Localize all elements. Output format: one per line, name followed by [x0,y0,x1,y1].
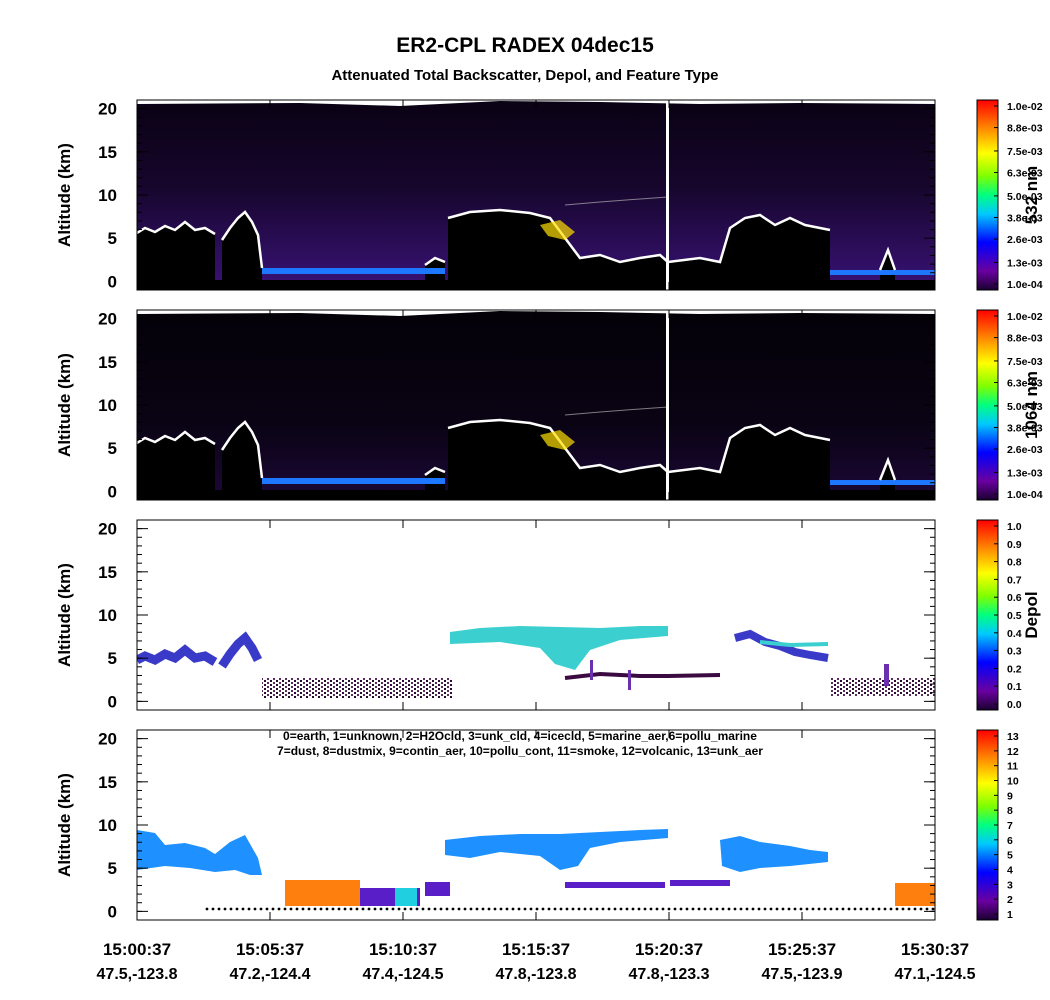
y-tick-label: 10 [98,606,117,625]
colorbar-tick-label: 7 [1007,820,1013,832]
colorbar-tick-label: 13 [1007,731,1019,743]
colorbar-tick-label: 0.9 [1007,539,1022,551]
colorbar-tick-label: 1.0 [1007,521,1022,533]
panel-frame [136,729,936,921]
colorbar-tick-label: 3.8e-03 [1007,212,1043,224]
colorbar-tick-label: 3 [1007,879,1013,891]
y-tick-label: 5 [108,229,117,248]
y-tick-label: 15 [98,773,117,792]
colorbar-tick-label: 2.6e-03 [1007,444,1043,456]
colorbar-label: 1064 nm [1022,371,1041,439]
colorbar-tick-label: 7.5e-03 [1007,356,1043,368]
x-tick-label: 15:15:37 [502,940,570,959]
x-tick-coord: 47.8,-123.8 [496,966,577,983]
colorbar-tick-label: 8 [1007,805,1013,817]
colorbar-tick-label: 12 [1007,746,1019,758]
y-tick-label: 5 [108,439,117,458]
x-tick-label: 15:25:37 [768,940,836,959]
colorbar-tick-label: 1.0e-04 [1007,489,1043,501]
y-axis-label: Altitude (km) [55,563,74,667]
colorbar-tick-label: 10 [1007,776,1019,788]
colorbar-tick-label: 0.8 [1007,557,1022,569]
legend-text: 0=earth, 1=unknown, 2=H2Ocld, 3=unk_cld,… [283,729,757,743]
y-tick-label: 20 [98,100,117,119]
y-tick-label: 5 [108,649,117,668]
y-axis-label: Altitude (km) [55,353,74,457]
colorbar-tick-label: 0.5 [1007,610,1022,622]
colorbar-tick-label: 8.8e-03 [1007,123,1043,135]
x-tick-coord: 47.5,-123.9 [762,966,843,983]
colorbar [976,99,999,291]
colorbar-tick-label: 5.0e-03 [1007,401,1043,413]
curtain-feature [137,829,935,912]
colorbar-tick-label: 0.6 [1007,592,1022,604]
colorbar-tick-label: 6.3e-03 [1007,378,1043,390]
curtain-532 [137,100,935,290]
colorbar-tick-label: 6 [1007,835,1013,847]
colorbar-tick-label: 0.3 [1007,646,1022,658]
y-axis-label: Altitude (km) [55,773,74,877]
x-tick-label: 15:20:37 [635,940,703,959]
subtitle: Attenuated Total Backscatter, Depol, and… [331,67,718,84]
colorbar [976,309,999,501]
legend-text: 7=dust, 8=dustmix, 9=contin_aer, 10=poll… [277,744,763,758]
colorbar-tick-label: 11 [1007,761,1018,773]
y-tick-label: 0 [108,272,117,291]
x-tick-coord: 47.5,-123.8 [97,966,178,983]
y-tick-label: 10 [98,186,117,205]
colorbar-tick-label: 1.0e-02 [1007,101,1043,113]
colorbar-tick-label: 1.3e-03 [1007,257,1043,269]
colorbar-tick-label: 0.4 [1007,628,1022,640]
y-tick-label: 0 [108,482,117,501]
panel-frame [136,519,936,711]
colorbar-label: Depol [1022,591,1041,638]
x-tick-label: 15:10:37 [369,940,437,959]
colorbar-tick-label: 1.3e-03 [1007,467,1043,479]
colorbar-tick-label: 1.0e-04 [1007,279,1043,291]
colorbar-tick-label: 8.8e-03 [1007,333,1043,345]
colorbar-tick-label: 0.7 [1007,574,1022,586]
curtain-depol [137,626,935,698]
y-tick-label: 20 [98,520,117,539]
colorbar-tick-label: 3.8e-03 [1007,422,1043,434]
y-tick-label: 20 [98,310,117,329]
y-axis-label: Altitude (km) [55,143,74,247]
x-tick-coord: 47.4,-124.5 [363,966,444,983]
curtain-1064 [137,310,935,500]
y-tick-label: 0 [108,692,117,711]
colorbar-tick-label: 6.3e-03 [1007,168,1043,180]
colorbar-tick-label: 2 [1007,894,1013,906]
y-tick-label: 10 [98,816,117,835]
y-tick-label: 5 [108,859,117,878]
title: ER2-CPL RADEX 04dec15 [396,34,654,57]
y-tick-label: 20 [98,730,117,749]
x-tick-coord: 47.8,-123.3 [629,966,710,983]
colorbar-tick-label: 5 [1007,850,1013,862]
x-tick-coord: 47.2,-124.4 [230,966,311,983]
colorbar-tick-label: 1 [1007,909,1013,921]
colorbar-tick-label: 1.0e-02 [1007,311,1043,323]
x-tick-label: 15:05:37 [236,940,304,959]
colorbar-tick-label: 0.1 [1007,681,1022,693]
x-tick-label: 15:00:37 [103,940,171,959]
colorbar-tick-label: 2.6e-03 [1007,234,1043,246]
colorbar-tick-label: 9 [1007,790,1013,802]
y-tick-label: 15 [98,143,117,162]
colorbar-tick-label: 5.0e-03 [1007,191,1043,203]
colorbar-tick-label: 4 [1007,865,1013,877]
colorbar-tick-label: 7.5e-03 [1007,146,1043,158]
x-tick-coord: 47.1,-124.5 [895,966,976,983]
y-tick-label: 15 [98,353,117,372]
colorbar-tick-label: 0.2 [1007,663,1022,675]
y-tick-label: 15 [98,563,117,582]
colorbar-tick-label: 0.0 [1007,699,1022,711]
y-tick-label: 0 [108,902,117,921]
y-tick-label: 10 [98,396,117,415]
colorbar-label: 532 nm [1022,166,1041,225]
x-tick-label: 15:30:37 [901,940,969,959]
